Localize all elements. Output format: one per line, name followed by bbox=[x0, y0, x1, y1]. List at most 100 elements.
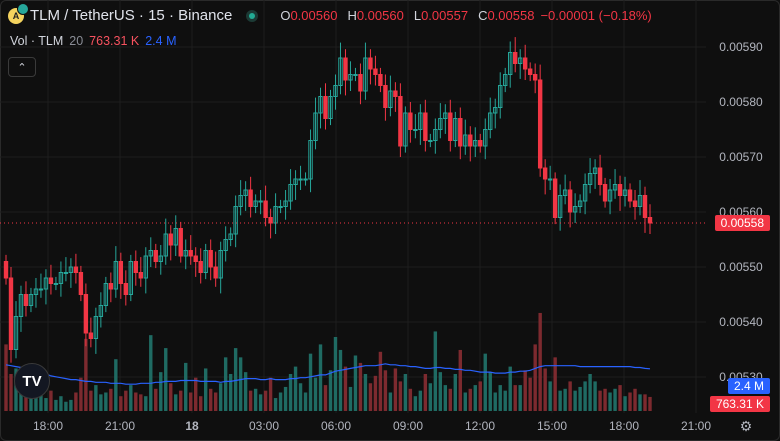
volume-bar bbox=[458, 349, 462, 411]
volume-length: 20 bbox=[69, 34, 84, 48]
time-tick-label: 09:00 bbox=[393, 419, 423, 433]
candle-body bbox=[73, 266, 79, 273]
volume-bar bbox=[498, 385, 502, 411]
volume-bar bbox=[263, 390, 268, 411]
candle-body bbox=[193, 255, 198, 262]
candle-body bbox=[258, 200, 263, 203]
candle-body bbox=[597, 167, 603, 185]
candle-body bbox=[133, 261, 138, 273]
volume-bar bbox=[323, 385, 328, 411]
candle-body bbox=[48, 277, 54, 284]
candle-body bbox=[607, 189, 613, 202]
volume-bar bbox=[144, 396, 148, 411]
volume-bar bbox=[358, 362, 363, 411]
volume-bar bbox=[154, 388, 158, 411]
volume-bar bbox=[69, 399, 73, 411]
volume-value: 763.31 K bbox=[89, 34, 140, 48]
candle-body bbox=[118, 261, 124, 284]
volume-bar bbox=[628, 392, 632, 411]
high-label: H bbox=[347, 8, 357, 23]
candle-body bbox=[18, 294, 24, 317]
candle-body bbox=[478, 140, 483, 147]
open-label: O bbox=[280, 8, 291, 23]
volume-bar bbox=[428, 383, 433, 411]
volume-bar bbox=[553, 357, 557, 411]
volume-bar bbox=[578, 386, 582, 411]
volume-bar bbox=[368, 383, 373, 411]
volume-bar bbox=[283, 386, 288, 411]
candle-body bbox=[263, 200, 268, 218]
volume-bar bbox=[328, 370, 333, 411]
volume-ma-tag: 2.4 M bbox=[727, 378, 770, 394]
candle-body bbox=[572, 206, 578, 213]
candle-body bbox=[338, 57, 343, 86]
candle-body bbox=[268, 217, 273, 224]
candle-body bbox=[627, 189, 633, 202]
collapse-legend-button[interactable]: ⌃ bbox=[8, 57, 36, 77]
candle-body bbox=[148, 250, 153, 257]
ohlc-readout: O 0.00560 H 0.00560 L 0.00557 C 0.00558 … bbox=[270, 8, 651, 23]
volume-bar bbox=[233, 348, 238, 411]
candle-body bbox=[642, 195, 648, 218]
volume-bar bbox=[208, 388, 213, 411]
candle-body bbox=[143, 255, 148, 279]
candle-body bbox=[208, 250, 213, 268]
market-status-icon[interactable] bbox=[246, 9, 259, 22]
volume-bar bbox=[64, 401, 68, 411]
time-tick-label: 18:00 bbox=[609, 419, 639, 433]
volume-bar bbox=[94, 385, 98, 411]
volume-bar bbox=[39, 392, 43, 411]
candle-body bbox=[178, 228, 183, 257]
volume-bar bbox=[159, 372, 163, 411]
volume-bar bbox=[448, 388, 453, 411]
time-tick-label: 03:00 bbox=[249, 419, 279, 433]
volume-bar bbox=[298, 383, 303, 411]
candle-body bbox=[38, 288, 44, 291]
volume-bar bbox=[588, 374, 592, 411]
candle-body bbox=[213, 266, 218, 279]
low-value: 0.00557 bbox=[421, 8, 469, 23]
coin-logo: A bbox=[8, 2, 29, 24]
candle-body bbox=[103, 283, 109, 306]
candle-body bbox=[473, 140, 478, 147]
symbol-title[interactable]: TLM / TetherUS · 15 · Binance bbox=[30, 7, 233, 24]
volume-bar bbox=[598, 390, 602, 411]
volume-bar bbox=[543, 368, 547, 411]
volume-bar bbox=[184, 362, 188, 411]
candle-body bbox=[622, 189, 628, 196]
volume-bar bbox=[523, 370, 527, 411]
volume-bar bbox=[134, 392, 138, 411]
candle-body bbox=[513, 52, 518, 64]
volume-bar bbox=[34, 394, 38, 411]
volume-bar bbox=[533, 344, 537, 411]
price-tick-label: 0.00590 bbox=[719, 40, 763, 54]
candle-body bbox=[433, 129, 438, 141]
volume-bar bbox=[608, 392, 612, 411]
candle-body bbox=[3, 261, 9, 279]
volume-bar bbox=[638, 394, 642, 411]
volume-label: Vol · TLM bbox=[10, 34, 64, 48]
volume-bar bbox=[483, 353, 487, 411]
volume-bar bbox=[438, 372, 443, 411]
settings-gear-icon[interactable]: ⚙ bbox=[739, 417, 753, 434]
tradingview-logo[interactable]: TV bbox=[14, 363, 50, 399]
volume-bar bbox=[403, 374, 408, 411]
volume-legend[interactable]: Vol · TLM 20 763.31 K 2.4 M bbox=[10, 34, 176, 48]
candle-body bbox=[413, 129, 418, 131]
candle-body bbox=[557, 195, 563, 218]
volume-bar bbox=[293, 366, 298, 411]
close-label: C bbox=[478, 8, 488, 23]
candle-body bbox=[348, 74, 353, 81]
low-label: L bbox=[413, 8, 422, 23]
volume-bar bbox=[548, 381, 552, 411]
volume-bar bbox=[643, 394, 647, 411]
candle-body bbox=[527, 68, 533, 75]
candle-body bbox=[582, 184, 588, 202]
volume-bars bbox=[4, 312, 652, 411]
volume-ma-line bbox=[5, 363, 651, 385]
volume-bar bbox=[223, 357, 228, 411]
candle-body bbox=[443, 112, 448, 119]
volume-bar bbox=[278, 392, 283, 411]
time-tick-label: 15:00 bbox=[537, 419, 567, 433]
